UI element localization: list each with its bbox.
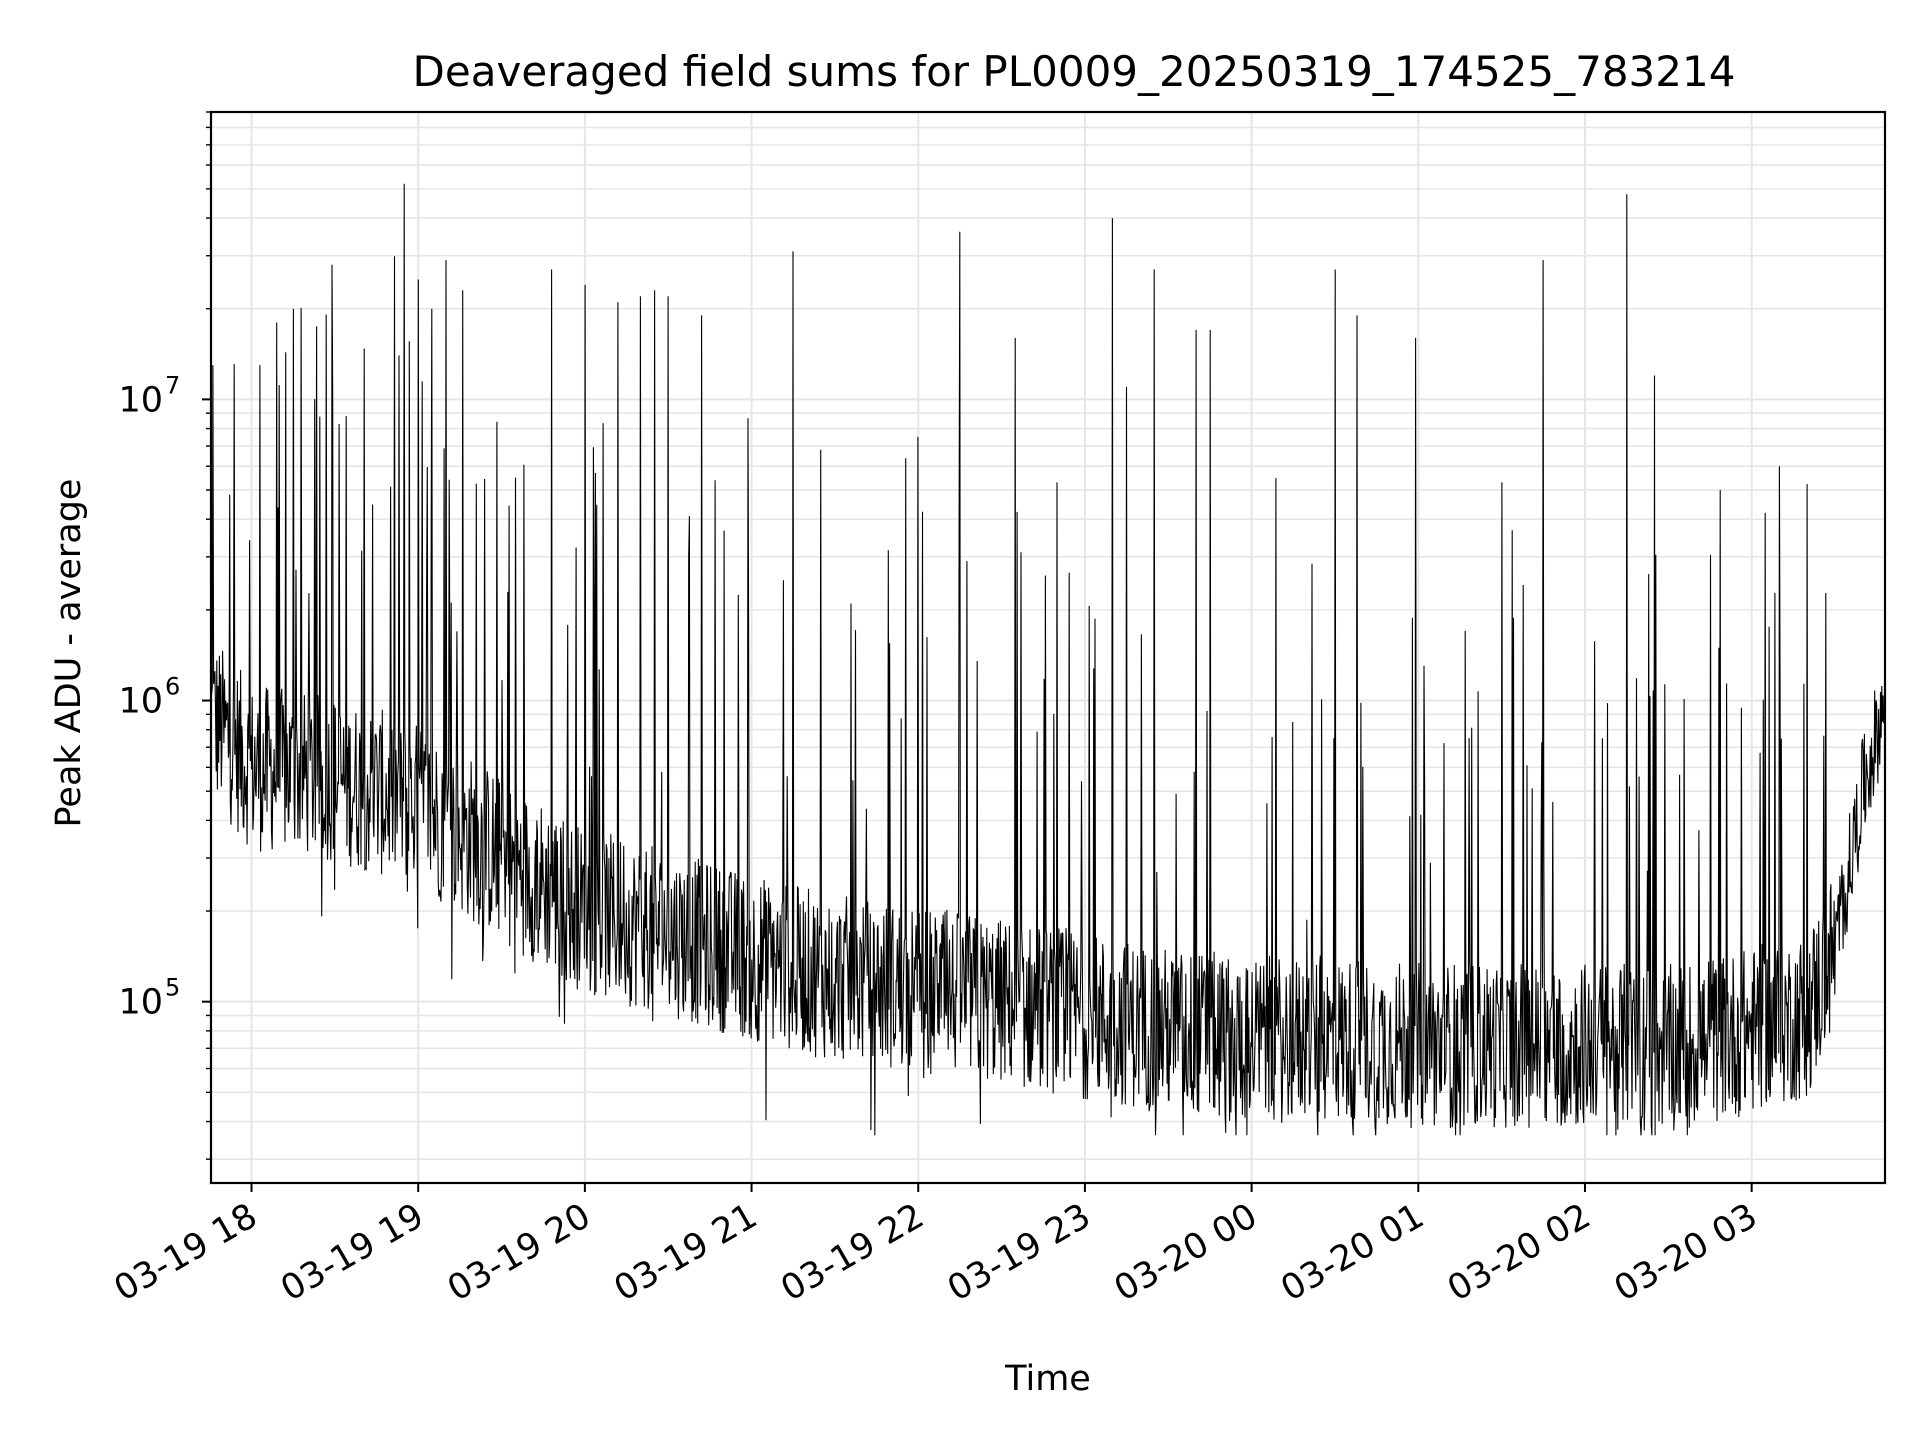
plot-frame <box>209 110 1887 1185</box>
chart-title: Deaveraged field sums for PL0009_2025031… <box>413 47 1736 96</box>
y-tick-exponent: 7 <box>165 371 180 399</box>
y-tick-exponent: 6 <box>165 673 180 701</box>
y-tick-exponent: 5 <box>165 974 180 1002</box>
y-tick-label: 10 <box>118 380 163 420</box>
series-line <box>210 183 1886 1136</box>
grid-layer <box>211 111 1885 1183</box>
y-axis-label: Peak ADU - average <box>49 479 89 828</box>
line-layer <box>210 183 1886 1136</box>
x-axis-label: Time <box>1004 1359 1091 1399</box>
y-tick-label: 10 <box>118 983 163 1023</box>
y-tick-label: 10 <box>118 682 163 722</box>
